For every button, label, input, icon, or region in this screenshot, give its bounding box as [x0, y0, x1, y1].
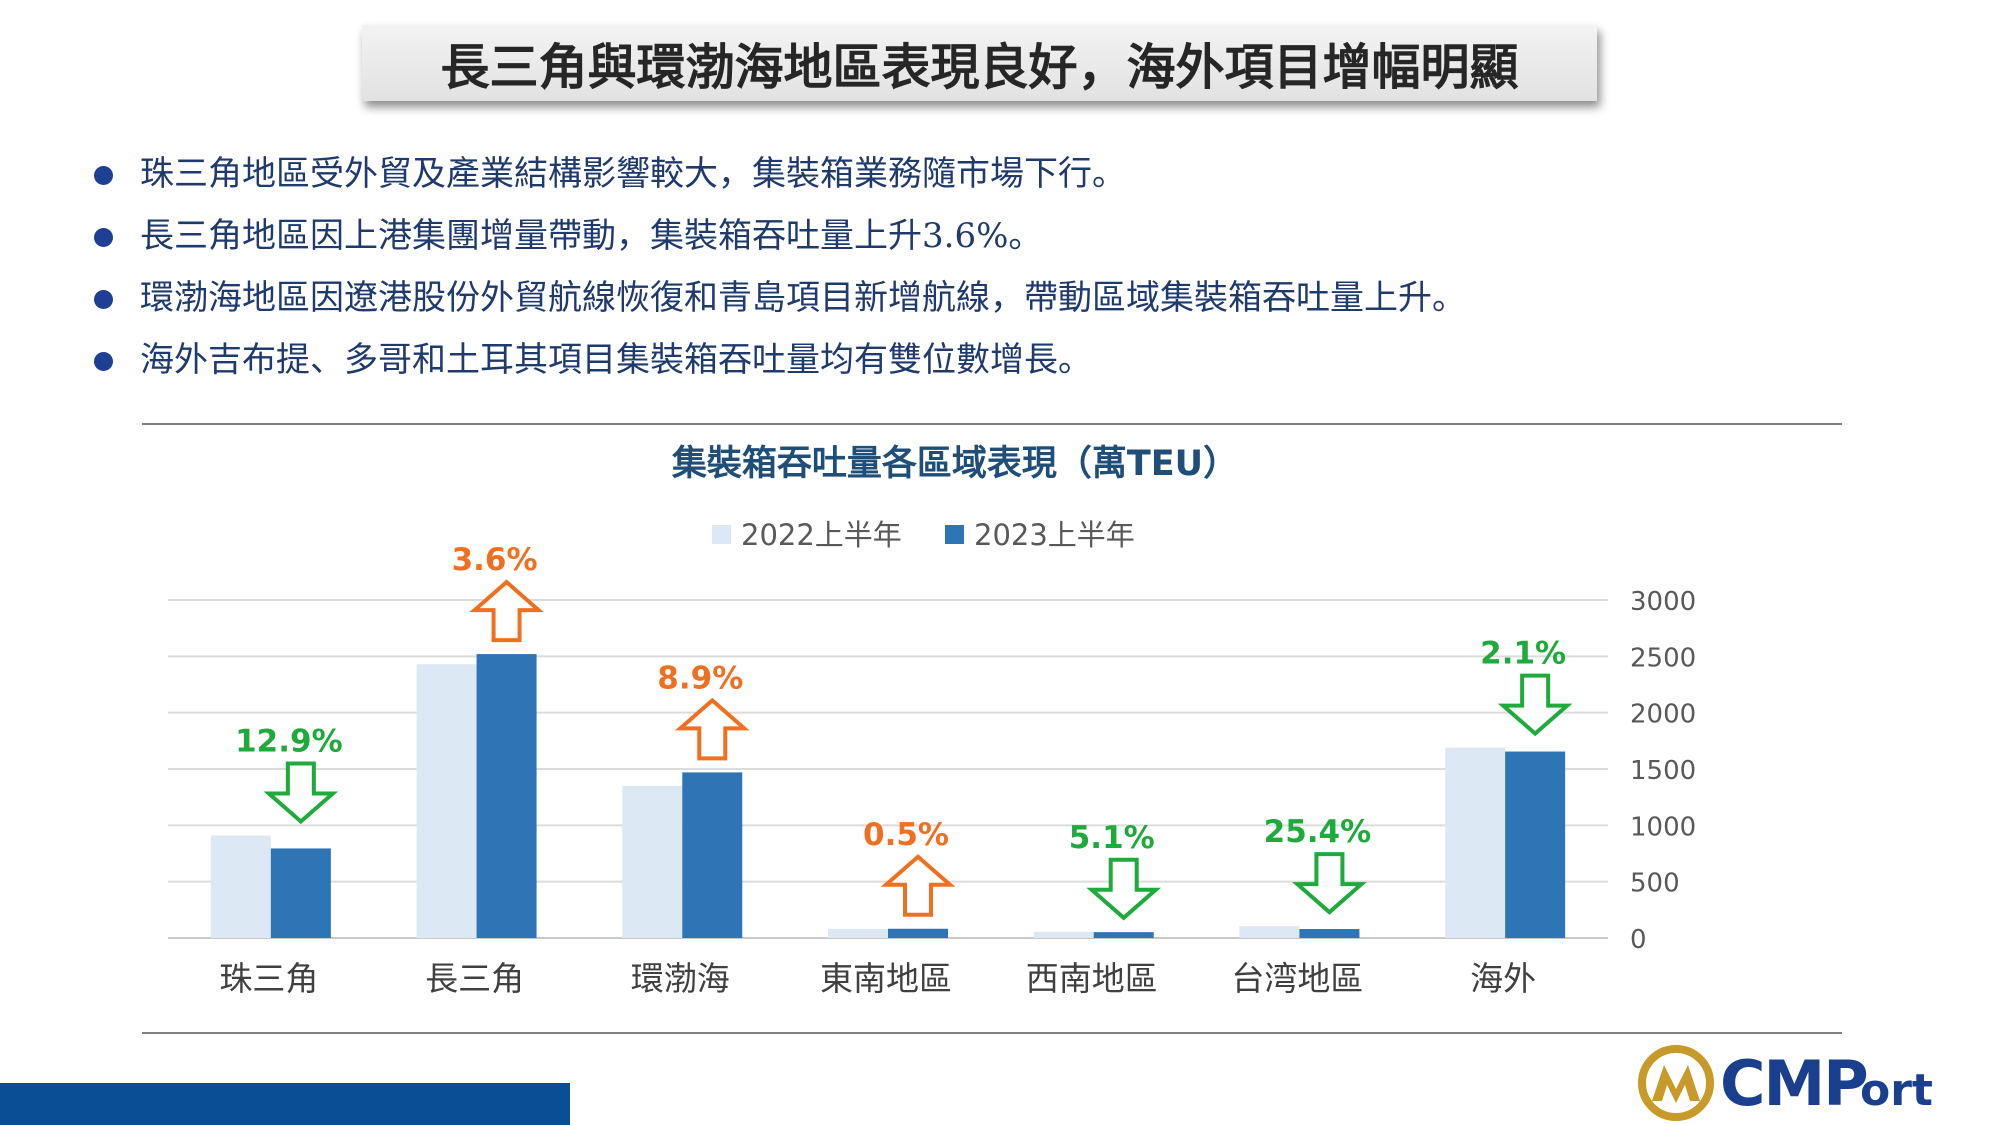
x-tick-label: 台湾地區 [1231, 959, 1363, 998]
y-tick-label: 2000 [1630, 700, 1696, 730]
bottom-divider [142, 1032, 1842, 1034]
x-tick-label: 西南地區 [1026, 959, 1158, 998]
bullet-text: 長三角地區因上港集團增量帶動，集裝箱吞吐量上升3.6%。 [140, 216, 1043, 256]
change-label: 2.1% [1480, 636, 1566, 672]
bar-2022 [210, 835, 271, 938]
bar-2023 [1299, 928, 1360, 938]
bar-2023 [1505, 751, 1566, 938]
svg-text:CMP: CMP [1720, 1047, 1867, 1120]
y-tick-label: 0 [1630, 925, 1647, 955]
legend-swatch [945, 525, 964, 544]
x-tick-label: 長三角 [425, 959, 524, 998]
change-label: 25.4% [1264, 814, 1372, 850]
decrease-arrow-icon [1292, 852, 1367, 915]
bar-2022 [1033, 931, 1094, 938]
y-tick-label: 500 [1630, 869, 1680, 899]
decrease-arrow-icon [263, 761, 339, 825]
chart-title: 集裝箱吞吐量各區域表現（萬TEU） [671, 443, 1238, 484]
decrease-arrow-icon [1497, 673, 1573, 737]
bullet-item: 環渤海地區因遼港股份外貿航線恢復和青島項目新增航線，帶動區域集裝箱吞吐量上升。 [92, 272, 1466, 334]
y-tick-label: 3000 [1630, 587, 1696, 617]
bullet-dot-icon [94, 228, 113, 247]
x-tick-label: 東南地區 [820, 959, 952, 998]
bar-2023 [888, 928, 948, 938]
legend-swatch [712, 525, 731, 544]
x-tick-label: 環渤海 [631, 959, 730, 998]
bar-2022 [828, 928, 888, 938]
y-tick-label: 1000 [1630, 812, 1696, 842]
bullet-dot-icon [94, 352, 113, 371]
bar-2023 [1093, 932, 1154, 938]
x-tick-label: 珠三角 [219, 959, 318, 998]
cmport-logo: CMP ort [1638, 1045, 1933, 1121]
bullet-dot-icon [94, 290, 113, 309]
change-label: 5.1% [1069, 820, 1155, 856]
bar-2022 [622, 785, 683, 938]
bar-2022 [1239, 926, 1300, 938]
bar-2023 [270, 848, 331, 938]
change-label: 12.9% [235, 723, 343, 759]
bullet-item: 長三角地區因上港集團增量帶動，集裝箱吞吐量上升3.6%。 [92, 210, 1466, 272]
increase-arrow-icon [674, 697, 750, 761]
bullet-text: 海外吉布提、多哥和土耳其項目集裝箱吞吐量均有雙位數增長。 [140, 340, 1092, 380]
increase-arrow-icon [469, 579, 544, 643]
logo-suffix: ort [1860, 1065, 1933, 1116]
bullet-text: 環渤海地區因遼港股份外貿航線恢復和青島項目新增航線，帶動區域集裝箱吞吐量上升。 [140, 278, 1466, 318]
bar-2023 [476, 654, 537, 938]
bar-2022 [1445, 747, 1506, 938]
bullet-dot-icon [94, 166, 113, 185]
y-tick-label: 2500 [1630, 643, 1696, 673]
bar-2023 [682, 772, 743, 938]
top-divider [142, 423, 1842, 425]
slide-title: 長三角與環渤海地區表現良好，海外項目增幅明顯 [440, 38, 1519, 96]
decrease-arrow-icon [1086, 857, 1162, 921]
y-tick-label: 1500 [1630, 756, 1696, 786]
x-tick-label: 海外 [1470, 959, 1536, 998]
legend-label: 2022上半年 [741, 518, 902, 552]
legend-label: 2023上半年 [974, 518, 1135, 552]
bullet-text: 珠三角地區受外貿及產業結構影響較大，集裝箱業務隨市場下行。 [140, 154, 1126, 194]
change-label: 3.6% [452, 542, 538, 578]
change-label: 8.9% [657, 660, 743, 696]
footer-bar [0, 1083, 570, 1125]
increase-arrow-icon [880, 854, 956, 917]
bullet-item: 海外吉布提、多哥和土耳其項目集裝箱吞吐量均有雙位數增長。 [92, 334, 1466, 396]
bullet-list: 珠三角地區受外貿及產業結構影響較大，集裝箱業務隨市場下行。 長三角地區因上港集團… [92, 148, 1466, 396]
bar-2022 [416, 664, 477, 938]
slide-title-banner: 長三角與環渤海地區表現良好，海外項目增幅明顯 [362, 25, 1597, 101]
bullet-item: 珠三角地區受外貿及產業結構影響較大，集裝箱業務隨市場下行。 [92, 148, 1466, 210]
change-label: 0.5% [863, 817, 949, 853]
